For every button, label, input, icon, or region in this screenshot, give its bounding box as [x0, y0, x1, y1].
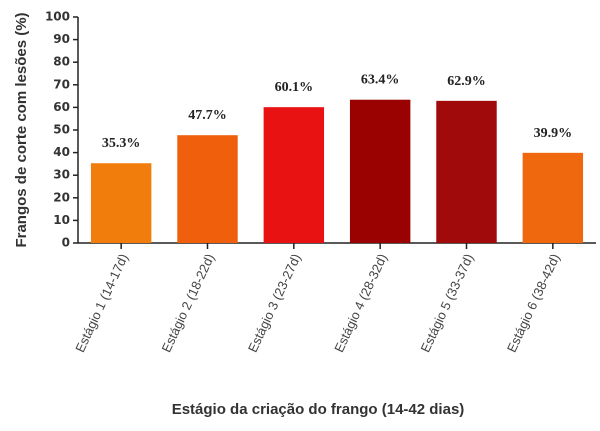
y-tick-label: 10 [53, 213, 70, 227]
data-label: 63.4% [361, 73, 400, 88]
y-tick-label: 100 [45, 10, 70, 24]
x-tick-label: Estágio 5 (33-37d) [418, 251, 477, 354]
y-tick-label: 50 [53, 123, 70, 137]
x-tick-label: Estágio 6 (38-42d) [504, 251, 563, 354]
bar [90, 163, 152, 243]
y-tick-label: 40 [53, 145, 70, 159]
y-tick-label: 90 [53, 32, 70, 46]
bar [263, 107, 325, 243]
bar [436, 100, 497, 243]
y-tick-label: 70 [53, 77, 70, 91]
data-label: 39.9% [534, 126, 573, 141]
y-tick-label: 30 [53, 168, 70, 182]
bar [349, 99, 411, 243]
x-tick-label: Estágio 2 (18-22d) [159, 251, 218, 354]
bar [177, 135, 238, 243]
data-label: 62.9% [447, 74, 486, 89]
x-tick-label: Estágio 4 (28-32d) [331, 251, 390, 354]
data-label: 47.7% [188, 108, 227, 123]
y-axis-title: Frangos de corte com lesões (%) [13, 12, 30, 247]
y-tick-label: 0 [62, 236, 70, 250]
x-tick-label: Estágio 1 (14-17d) [72, 251, 131, 354]
x-axis-title: Estágio da criação do frango (14-42 dias… [172, 401, 465, 418]
y-tick-label: 20 [53, 190, 70, 204]
x-tick-label: Estágio 3 (23-27d) [245, 251, 304, 354]
y-tick-label: 80 [53, 55, 70, 69]
data-label: 60.1% [275, 80, 314, 95]
y-tick-label: 60 [53, 100, 70, 114]
bar [522, 152, 584, 243]
data-label: 35.3% [102, 136, 141, 151]
